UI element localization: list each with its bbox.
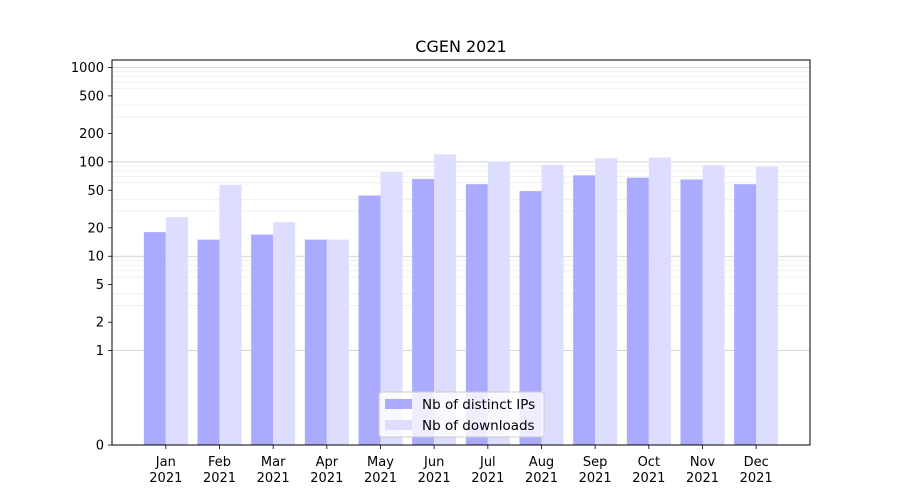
x-tick-label-line: Feb [208, 455, 231, 470]
x-tick-label-line: 2021 [632, 471, 665, 486]
bar-downloads [219, 184, 242, 446]
bar-downloads [756, 166, 779, 446]
x-tick-label-line: 2021 [310, 471, 343, 486]
bar-downloads [702, 165, 725, 445]
bar-downloads [165, 217, 188, 445]
bar-distinct-ips [358, 195, 381, 445]
legend-label: Nb of downloads [422, 418, 535, 434]
x-tick-label: Nov 2021 [686, 455, 719, 486]
x-tick-label: Aug 2021 [525, 455, 558, 486]
bar-distinct-ips [197, 239, 220, 445]
legend-box [378, 391, 545, 438]
bar-distinct-ips [519, 191, 542, 445]
y-tick-label: 500 [79, 89, 104, 104]
x-tick-label-line: Jul [479, 455, 496, 470]
x-tick-label: May 2021 [364, 455, 397, 486]
y-tick-label: 200 [79, 127, 104, 142]
x-tick-label: Feb 2021 [203, 455, 236, 486]
plot-frame [111, 59, 811, 446]
x-tick-label-line: 2021 [525, 471, 558, 486]
x-tick-label-line: 2021 [471, 471, 504, 486]
bar-downloads [434, 154, 457, 445]
bar-distinct-ips [626, 177, 649, 446]
x-tick-label-line: Oct [638, 455, 660, 470]
x-tick-label-line: Nov [690, 455, 716, 470]
bar-distinct-ips [573, 175, 596, 446]
legend-swatch [385, 420, 412, 430]
bars [143, 154, 779, 446]
x-tick-label: Dec 2021 [740, 455, 773, 486]
x-tick-label-line: 2021 [418, 471, 451, 486]
y-tick-label: 5 [96, 278, 104, 293]
legend-label: Nb of distinct IPs [422, 397, 535, 413]
x-tick-label: Oct 2021 [632, 455, 665, 486]
y-tick-label: 100 [79, 155, 104, 170]
y-tick-label: 1 [96, 344, 104, 359]
bar-distinct-ips [680, 179, 703, 445]
bar-downloads [595, 158, 618, 445]
y-tick-label: 1000 [71, 61, 104, 76]
x-tick-label-line: Jan [155, 455, 176, 470]
bar-downloads [541, 164, 564, 445]
bar-downloads [326, 239, 349, 445]
bar-distinct-ips [304, 239, 327, 445]
x-tick-label: Sep 2021 [579, 455, 612, 486]
bar-downloads [648, 157, 671, 446]
legend: Nb of distinct IPs Nb of downloads [378, 391, 545, 438]
bar-distinct-ips [465, 184, 488, 445]
x-tick-label-line: Mar [261, 455, 286, 470]
bar-distinct-ips [412, 178, 435, 445]
bar-downloads [487, 161, 510, 445]
y-axis: 0 1 2 5 10 20 50 100 200 500 1000 [71, 61, 112, 454]
y-tick-label: 10 [87, 250, 104, 265]
x-tick-label-line: 2021 [149, 471, 182, 486]
x-tick-label-line: 2021 [257, 471, 290, 486]
x-tick-label-line: May [367, 455, 394, 470]
x-tick-label: Jun 2021 [418, 455, 451, 486]
x-tick-label-line: 2021 [686, 471, 719, 486]
bar-distinct-ips [143, 232, 166, 445]
x-tick-label: Jan 2021 [149, 455, 182, 486]
x-tick-label: Apr 2021 [310, 455, 343, 486]
bar-downloads [273, 222, 296, 445]
x-tick-label: Jul 2021 [471, 455, 504, 486]
bar-distinct-ips [734, 184, 757, 445]
x-tick-label-line: Sep [583, 455, 608, 470]
x-tick-label-line: Apr [316, 455, 339, 470]
x-tick-label-line: 2021 [579, 471, 612, 486]
x-tick-label-line: 2021 [740, 471, 773, 486]
x-tick-label-line: 2021 [203, 471, 236, 486]
legend-swatch [385, 399, 412, 409]
y-tick-label: 50 [87, 184, 104, 199]
bar-distinct-ips [251, 234, 274, 445]
y-tick-label: 2 [96, 316, 104, 331]
bar-downloads [380, 172, 403, 445]
x-tick-label: Mar 2021 [257, 455, 290, 486]
x-tick-label-line: Jun [423, 455, 444, 470]
x-tick-label-line: Dec [744, 455, 769, 470]
x-tick-label-line: 2021 [364, 471, 397, 486]
x-tick-label-line: Aug [529, 455, 554, 470]
chart-title: CGEN 2021 [415, 37, 506, 56]
y-tick-label: 20 [87, 221, 104, 236]
y-tick-label: 0 [96, 439, 104, 454]
